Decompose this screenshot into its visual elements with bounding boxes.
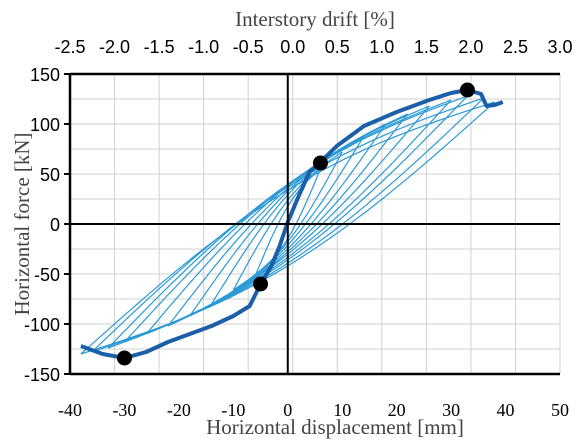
- x2-tick-label-4: -0.5: [233, 37, 264, 57]
- x2-tick-label-0: -2.5: [54, 37, 85, 57]
- x2-tick-labels: -2.5 -2.0 -1.5 -1.0 -0.5 0.0 0.5 1.0 1.5 2.0 2.5 3.…: [54, 37, 572, 57]
- x2-tick-label-3: -1.0: [188, 37, 219, 57]
- x2-tick-label-1: -2.0: [99, 37, 130, 57]
- x-tick-label-3: -10: [221, 400, 245, 420]
- cyclic-loop-2: [232, 151, 343, 291]
- axes: [64, 72, 560, 376]
- x-tick-label-7: 30: [442, 400, 460, 420]
- y-tick-label-4: -50: [34, 265, 60, 285]
- y-tick-label-1: 100: [30, 115, 60, 135]
- x2-tick-label-8: 1.5: [414, 37, 439, 57]
- y-tick-label-5: -100: [24, 315, 60, 335]
- cyclic-loop-10: [80, 101, 496, 355]
- x-tick-label-6: 20: [388, 400, 406, 420]
- x2-tick-label-2: -1.5: [144, 37, 175, 57]
- y-tick-label-0: 150: [30, 65, 60, 85]
- y-tick-labels: 150 100 50 0 -50 -100 -150: [24, 65, 60, 385]
- x2-tick-label-10: 2.5: [503, 37, 528, 57]
- y-tick-label-3: 0: [50, 215, 60, 235]
- x-tick-label-4: 0: [283, 400, 292, 420]
- y-tick-label-2: 50: [40, 165, 60, 185]
- point-markers: [116, 82, 475, 366]
- x-tick-label-9: 50: [551, 400, 569, 420]
- x2-tick-label-11: 3.0: [547, 37, 572, 57]
- x2-tick-label-6: 0.5: [325, 37, 350, 57]
- y-axis-label: Horizontal force [kN]: [10, 132, 34, 315]
- x2-tick-label-7: 1.0: [369, 37, 394, 57]
- y-tick-label-6: -150: [24, 365, 60, 385]
- x-axis-label: Horizontal displacement [mm]: [206, 415, 464, 439]
- x2-tick-label-9: 2.0: [458, 37, 483, 57]
- cyclic-loop-7: [123, 99, 452, 343]
- x-tick-labels: -40 -30 -20 -10 0 10 20 30 40 50: [58, 400, 569, 420]
- cyclic-loop-6: [145, 105, 430, 335]
- x-tick-label-1: -30: [112, 400, 136, 420]
- x-tick-label-5: 10: [333, 400, 351, 420]
- x-tick-label-0: -40: [58, 400, 82, 420]
- marker-point-4: [459, 82, 475, 98]
- x-tick-label-8: 40: [497, 400, 515, 420]
- x2-tick-label-5: 0.0: [280, 37, 305, 57]
- marker-point-3: [312, 155, 328, 171]
- marker-point-2: [253, 276, 269, 292]
- x-tick-label-2: -20: [167, 400, 191, 420]
- marker-point-1: [116, 350, 132, 366]
- x2-axis-label: Interstory drift [%]: [235, 7, 395, 31]
